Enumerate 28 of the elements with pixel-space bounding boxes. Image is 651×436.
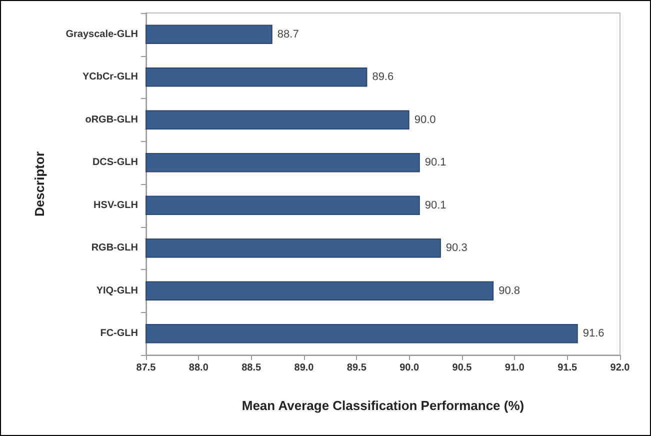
- x-tick-label: 91.5: [558, 362, 578, 374]
- data-label: 90.8: [498, 284, 520, 297]
- y-tick-label: RGB-GLH: [91, 242, 138, 254]
- x-tick-label: 89.5: [346, 362, 367, 374]
- y-tick-label: DCS-GLH: [92, 157, 138, 168]
- x-axis-title: Mean Average Classification Performance (%): [242, 398, 524, 413]
- y-tick-label: YIQ-GLH: [96, 285, 138, 296]
- data-label: 90.1: [424, 156, 446, 169]
- x-tick-label: 91.0: [504, 362, 525, 374]
- y-tick-label: oRGB-GLH: [85, 114, 138, 126]
- x-tick-label: 90.0: [400, 362, 420, 374]
- data-label: 89.6: [372, 71, 394, 84]
- data-label: 90.0: [414, 114, 436, 126]
- x-tick-label: 90.5: [452, 362, 472, 374]
- y-axis-title: Descriptor: [32, 151, 47, 217]
- data-label: 88.7: [277, 28, 299, 40]
- x-tick-label: 88.5: [242, 362, 262, 374]
- x-tick-label: 89.0: [294, 362, 314, 374]
- data-label: 90.1: [424, 199, 446, 212]
- data-label: 90.3: [446, 242, 468, 254]
- x-tick-label: 92.0: [610, 362, 630, 374]
- x-tick-label: 87.5: [136, 362, 156, 374]
- x-tick-label: 88.0: [188, 362, 209, 374]
- y-tick-label: FC-GLH: [100, 328, 138, 340]
- data-label: 91.6: [582, 328, 604, 340]
- y-tick-label: HSV-GLH: [94, 200, 138, 211]
- y-tick-label: Grayscale-GLH: [66, 28, 138, 40]
- y-tick-label: YCbCr-GLH: [82, 72, 138, 83]
